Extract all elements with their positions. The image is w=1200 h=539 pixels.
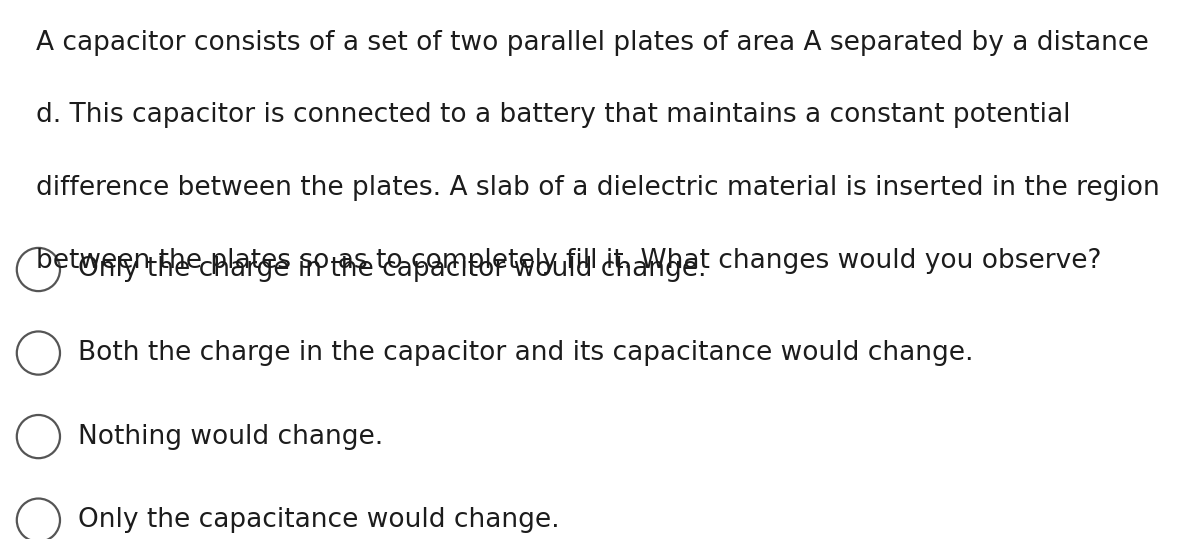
Text: Only the capacitance would change.: Only the capacitance would change. — [78, 507, 559, 533]
Text: Only the charge in the capacitor would change.: Only the charge in the capacitor would c… — [78, 257, 707, 282]
Text: d. This capacitor is connected to a battery that maintains a constant potential: d. This capacitor is connected to a batt… — [36, 102, 1070, 128]
Text: Both the charge in the capacitor and its capacitance would change.: Both the charge in the capacitor and its… — [78, 340, 973, 366]
Text: between the plates so as to completely fill it. What changes would you observe?: between the plates so as to completely f… — [36, 248, 1102, 274]
Text: difference between the plates. A slab of a dielectric material is inserted in th: difference between the plates. A slab of… — [36, 175, 1159, 201]
Text: Nothing would change.: Nothing would change. — [78, 424, 383, 450]
Text: A capacitor consists of a set of two parallel plates of area A separated by a di: A capacitor consists of a set of two par… — [36, 30, 1148, 56]
